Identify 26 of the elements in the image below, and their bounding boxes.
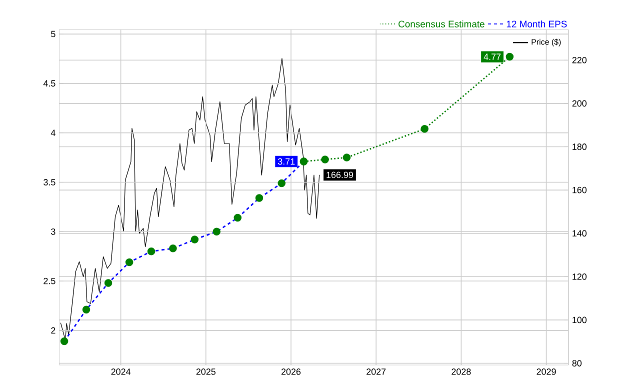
data-label: 166.99 bbox=[326, 172, 354, 178]
y-tick-label: 4.5 bbox=[43, 80, 56, 87]
y2-tick-label: 120 bbox=[572, 273, 587, 280]
x-tick-label: 2028 bbox=[452, 368, 471, 375]
y2-tick-label: 160 bbox=[572, 186, 587, 194]
y2-tick-label: 200 bbox=[572, 100, 587, 107]
x-tick-label: 2025 bbox=[196, 368, 216, 375]
y-tick-label: 3.5 bbox=[44, 179, 56, 186]
legend-label: 12 Month EPS bbox=[506, 20, 567, 28]
y-tick-label: 5 bbox=[51, 30, 56, 38]
x-tick-label: 2026 bbox=[281, 368, 301, 375]
y2-tick-label: 80 bbox=[572, 360, 582, 366]
x-tick-label: 2024 bbox=[111, 368, 131, 375]
data-label: 4.77 bbox=[484, 54, 501, 60]
data-label: 3.71 bbox=[278, 158, 295, 165]
y-tick-label: 4 bbox=[50, 130, 56, 136]
y-tick-label: 2 bbox=[51, 327, 56, 334]
y2-tick-label: 100 bbox=[572, 316, 587, 324]
y2-tick-label: 140 bbox=[572, 230, 587, 237]
y-tick-label: 2.5 bbox=[44, 278, 56, 284]
x-tick-label: 2027 bbox=[366, 368, 386, 375]
y-tick-label: 3 bbox=[51, 228, 56, 235]
x-tick-label: 2029 bbox=[536, 368, 556, 375]
legend-label: Consensus Estimate bbox=[398, 20, 484, 28]
y2-tick-label: 180 bbox=[572, 144, 587, 150]
y2-tick-label: 220 bbox=[572, 56, 587, 64]
